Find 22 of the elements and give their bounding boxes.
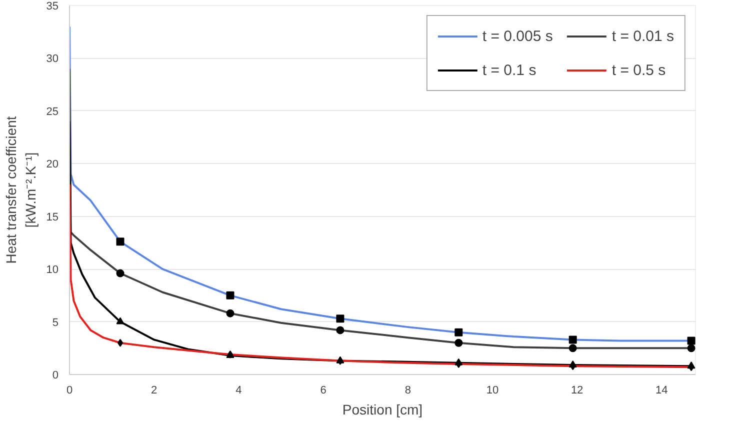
x-tick-label: 4 [236, 384, 242, 396]
y-tick-label: 0 [52, 370, 59, 382]
legend-label: t = 0.1 s [482, 62, 536, 78]
y-tick-label: 35 [46, 0, 59, 12]
legend-label: t = 0.005 s [482, 28, 553, 44]
legend-label: t = 0.5 s [612, 62, 666, 78]
x-tick-label: 2 [151, 384, 158, 396]
y-axis-title: Heat transfer coefficient [kW.m⁻².K⁻¹] [3, 116, 38, 264]
y-tick-label: 15 [46, 211, 59, 224]
x-tick-label: 0 [66, 384, 73, 396]
y-tick-label: 10 [46, 264, 59, 276]
x-tick-label: 6 [320, 384, 326, 396]
x-tick-label: 14 [656, 384, 668, 396]
y-tick-label: 30 [46, 53, 59, 66]
y-tick-label: 25 [46, 106, 59, 118]
y-tick-label: 5 [52, 316, 59, 329]
legend-label: t = 0.01 s [612, 28, 674, 44]
x-tick-label: 10 [486, 384, 499, 396]
x-tick-label: 12 [570, 384, 584, 396]
x-tick-label: 8 [404, 384, 411, 396]
y-tick-label: 20 [46, 158, 59, 171]
x-axis-title: Position [cm] [342, 402, 423, 418]
